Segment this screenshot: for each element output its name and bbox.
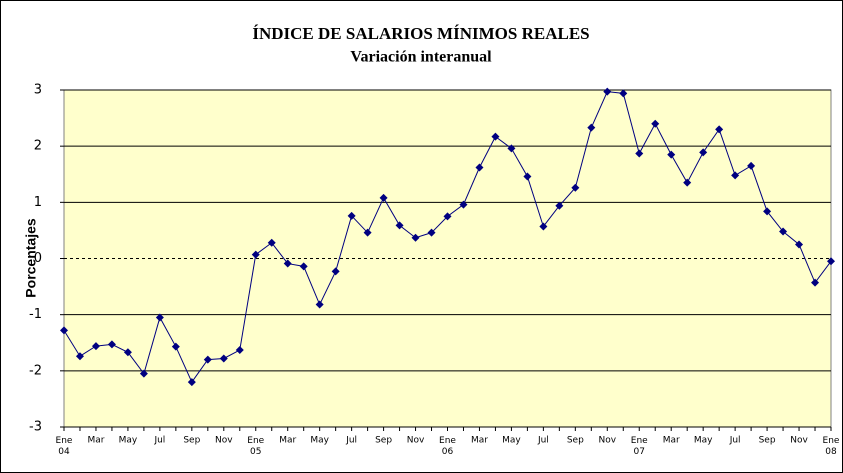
- x-tick-label: Nov: [790, 436, 808, 446]
- data-point: [603, 87, 612, 96]
- data-point: [267, 238, 276, 247]
- x-tick-label: Sep: [183, 436, 200, 446]
- x-tick-label: Sep: [759, 436, 776, 446]
- data-point: [283, 259, 292, 268]
- x-tick-label: Mar: [279, 436, 296, 446]
- data-point: [475, 163, 484, 172]
- chart-subtitle: Variación interanual: [350, 49, 492, 66]
- x-tick-label: Nov: [215, 436, 233, 446]
- data-point: [331, 267, 340, 276]
- data-point: [123, 348, 132, 357]
- x-tick-label: Jul: [345, 436, 357, 446]
- data-point: [171, 342, 180, 351]
- data-point: [427, 228, 436, 237]
- data-point: [635, 149, 644, 158]
- data-point: [459, 200, 468, 209]
- data-point: [763, 207, 772, 216]
- data-point: [155, 313, 164, 322]
- x-tick-label: May: [310, 436, 329, 446]
- data-point: [747, 161, 756, 170]
- data-point: [619, 89, 628, 98]
- data-point: [651, 119, 660, 128]
- data-point: [75, 352, 84, 361]
- x-tick-label: May: [502, 436, 521, 446]
- data-point: [187, 378, 196, 387]
- x-tick-label: May: [119, 436, 138, 446]
- data-point: [395, 221, 404, 230]
- data-point: [667, 150, 676, 159]
- x-tick-label: Sep: [567, 436, 584, 446]
- x-tick-label: Sep: [375, 436, 392, 446]
- data-point: [60, 326, 68, 335]
- data-point: [107, 340, 116, 349]
- x-tick-label: Nov: [407, 436, 425, 446]
- x-tick-label: Mar: [663, 436, 680, 446]
- data-point: [715, 125, 724, 134]
- x-tick-label: Ene 04: [56, 436, 73, 457]
- data-point: [235, 346, 244, 355]
- data-point: [683, 178, 692, 187]
- x-tick-label: Jul: [537, 436, 549, 446]
- chart-title: ÍNDICE DE SALARIOS MÍNIMOS REALES: [252, 24, 589, 43]
- x-tick-label: Jul: [153, 436, 165, 446]
- data-point: [779, 227, 788, 236]
- x-tick-label: Mar: [87, 436, 104, 446]
- data-point: [299, 262, 308, 271]
- data-point: [347, 211, 356, 220]
- data-point: [203, 355, 212, 364]
- data-point: [379, 193, 388, 202]
- data-point: [571, 183, 580, 192]
- data-point: [555, 201, 564, 210]
- y-tick-label: 2: [34, 139, 42, 154]
- data-point: [491, 132, 500, 141]
- y-tick-label: 3: [34, 83, 42, 98]
- x-tick-label: Jul: [729, 436, 741, 446]
- data-point: [827, 257, 835, 266]
- data-point: [587, 123, 596, 132]
- data-point: [507, 144, 516, 153]
- x-tick-label: Nov: [599, 436, 617, 446]
- x-tick-label: Ene 06: [439, 436, 456, 457]
- data-point: [443, 212, 452, 221]
- y-tick-label: -3: [29, 420, 42, 435]
- data-point: [363, 228, 372, 237]
- data-point: [251, 250, 260, 259]
- y-tick-label: 0: [34, 251, 42, 266]
- data-point: [811, 278, 820, 287]
- data-point: [795, 240, 804, 249]
- y-tick-label: -2: [29, 363, 42, 378]
- y-axis-label: Porcentajes: [23, 218, 39, 298]
- data-point: [139, 369, 148, 378]
- data-point: [91, 342, 100, 351]
- y-tick-label: 1: [34, 195, 42, 210]
- x-tick-label: May: [694, 436, 713, 446]
- y-tick-label: -1: [29, 307, 42, 322]
- data-point: [523, 172, 532, 181]
- x-tick-label: Ene 08: [823, 436, 840, 457]
- x-tick-label: Mar: [471, 436, 488, 446]
- data-point: [411, 233, 420, 242]
- data-point: [315, 300, 324, 309]
- data-point: [219, 354, 228, 363]
- data-point: [731, 171, 740, 180]
- data-point: [539, 222, 548, 231]
- x-tick-label: Ene 05: [247, 436, 264, 457]
- x-tick-label: Ene 07: [631, 436, 648, 457]
- data-point: [699, 148, 708, 157]
